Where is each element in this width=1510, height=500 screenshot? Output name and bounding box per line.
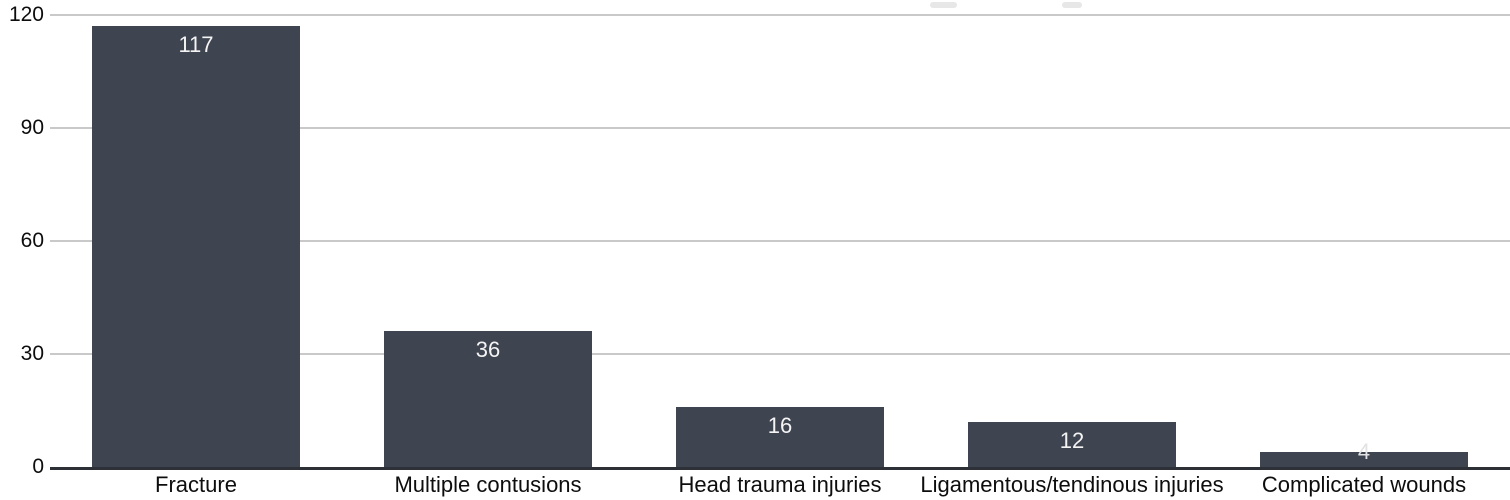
bar-value-label: 12: [1059, 427, 1085, 453]
bar-value-label: 117: [178, 32, 214, 58]
x-axis-category-label: Complicated wounds: [1261, 472, 1467, 497]
y-tick-label: 90: [20, 116, 44, 139]
top-artifact-mark-left: [930, 2, 957, 8]
x-axis-line: [50, 467, 1510, 470]
bar-complicated-wounds[interactable]: [1260, 451, 1468, 467]
bar-fracture[interactable]: [92, 26, 300, 467]
x-axis-category-label: Ligamentous/tendinous injuries: [920, 472, 1224, 497]
bar-value-label: 36: [475, 337, 501, 363]
gridline: [50, 353, 1510, 355]
x-axis-category-label: Fracture: [155, 472, 237, 497]
gridline: [50, 14, 1510, 16]
x-axis-category-label: Multiple contusions: [394, 472, 582, 497]
bar-head-trauma-injuries[interactable]: [676, 406, 884, 467]
bar-ligamentous-tendinous-injuries[interactable]: [968, 421, 1176, 467]
top-artifact-mark-right: [1062, 2, 1082, 8]
gridline: [50, 127, 1510, 129]
bar-value-label: 4: [1357, 438, 1371, 464]
y-tick-label: 0: [32, 455, 44, 478]
x-axis-category-label: Head trauma injuries: [678, 472, 882, 497]
gridline: [50, 240, 1510, 242]
bar-multiple-contusions[interactable]: [384, 331, 592, 467]
y-tick-label: 120: [8, 3, 44, 26]
y-tick-label: 30: [20, 342, 44, 365]
y-tick-label: 60: [20, 229, 44, 252]
bar-value-label: 16: [767, 412, 793, 438]
